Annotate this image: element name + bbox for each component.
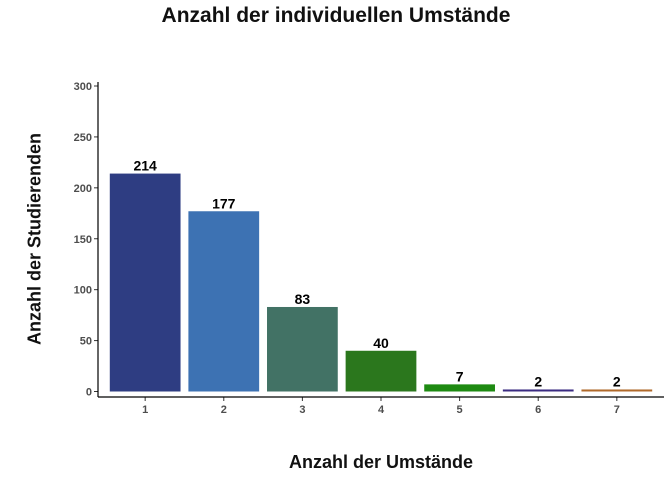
x-tick-label: 5 — [457, 404, 463, 416]
x-tick-label: 1 — [142, 404, 148, 416]
data-label: 83 — [295, 291, 311, 307]
data-label: 177 — [212, 195, 236, 211]
data-label: 214 — [133, 158, 157, 174]
y-tick-label: 50 — [80, 336, 92, 348]
bar — [345, 350, 417, 392]
y-tick-label: 0 — [86, 387, 92, 399]
x-tick-label: 4 — [378, 404, 385, 416]
y-tick-label: 150 — [74, 234, 92, 246]
data-label: 2 — [534, 373, 542, 389]
y-tick-label: 300 — [74, 81, 92, 93]
y-axis-ticks: 0 50 100 150 200 250 300 — [74, 81, 98, 399]
bar — [267, 306, 338, 392]
data-label: 40 — [373, 335, 389, 351]
x-tick-label: 2 — [221, 404, 227, 416]
x-tick-label: 6 — [535, 404, 541, 416]
y-tick-label: 100 — [74, 285, 92, 297]
bars: 214 177 83 40 7 2 2 — [109, 158, 653, 392]
y-tick-label: 200 — [74, 183, 92, 195]
x-axis-ticks: 1 2 3 4 5 6 7 — [142, 397, 620, 416]
bar — [109, 173, 181, 392]
bar — [581, 389, 653, 392]
bar — [502, 389, 574, 392]
x-tick-label: 3 — [299, 404, 305, 416]
x-tick-label: 7 — [614, 404, 620, 416]
data-label: 7 — [456, 368, 464, 384]
data-label: 2 — [613, 373, 621, 389]
y-tick-label: 250 — [74, 132, 92, 144]
bar — [424, 384, 495, 392]
chart-title: Anzahl der individuellen Umstände — [161, 4, 511, 27]
bar — [188, 211, 260, 392]
x-axis-label: Anzahl der Umstände — [288, 452, 474, 472]
